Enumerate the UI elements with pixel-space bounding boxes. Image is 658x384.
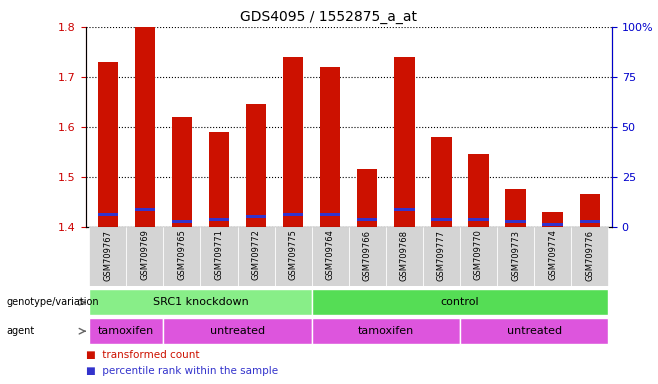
Text: GSM709770: GSM709770 xyxy=(474,230,483,280)
Text: untreated: untreated xyxy=(210,326,265,336)
Bar xyxy=(394,57,415,227)
Text: GSM709768: GSM709768 xyxy=(400,230,409,281)
Bar xyxy=(97,62,118,227)
Bar xyxy=(320,213,340,215)
Bar xyxy=(135,27,155,227)
Bar xyxy=(246,215,266,218)
FancyBboxPatch shape xyxy=(274,227,312,286)
Bar xyxy=(209,218,229,220)
Text: GDS4095 / 1552875_a_at: GDS4095 / 1552875_a_at xyxy=(241,10,417,23)
Text: ■  percentile rank within the sample: ■ percentile rank within the sample xyxy=(86,366,278,376)
Bar xyxy=(394,208,415,210)
Text: GSM709771: GSM709771 xyxy=(215,230,224,280)
Text: agent: agent xyxy=(7,326,35,336)
Text: GSM709766: GSM709766 xyxy=(363,230,372,281)
Bar xyxy=(505,189,526,227)
Bar xyxy=(135,208,155,210)
Text: control: control xyxy=(441,297,479,308)
Bar xyxy=(468,218,489,220)
Text: untreated: untreated xyxy=(507,326,562,336)
Text: ■  transformed count: ■ transformed count xyxy=(86,350,199,360)
Bar xyxy=(580,194,600,227)
Bar xyxy=(283,213,303,215)
FancyBboxPatch shape xyxy=(89,318,163,344)
Bar xyxy=(209,132,229,227)
Bar xyxy=(357,169,378,227)
Text: tamoxifen: tamoxifen xyxy=(358,326,414,336)
FancyBboxPatch shape xyxy=(163,227,201,286)
FancyBboxPatch shape xyxy=(163,318,312,344)
Bar xyxy=(431,137,451,227)
Bar xyxy=(357,218,378,220)
Text: GSM709773: GSM709773 xyxy=(511,230,520,281)
Text: GSM709767: GSM709767 xyxy=(103,230,113,281)
Bar xyxy=(580,220,600,223)
FancyBboxPatch shape xyxy=(571,227,608,286)
Text: GSM709772: GSM709772 xyxy=(251,230,261,280)
FancyBboxPatch shape xyxy=(386,227,423,286)
Bar xyxy=(172,220,192,223)
Bar xyxy=(246,104,266,227)
FancyBboxPatch shape xyxy=(312,318,460,344)
Text: tamoxifen: tamoxifen xyxy=(98,326,155,336)
Bar xyxy=(283,57,303,227)
Text: GSM709775: GSM709775 xyxy=(289,230,297,280)
Text: GSM709776: GSM709776 xyxy=(585,230,594,281)
Text: GSM709774: GSM709774 xyxy=(548,230,557,280)
FancyBboxPatch shape xyxy=(423,227,460,286)
Bar xyxy=(172,117,192,227)
Bar xyxy=(97,213,118,215)
FancyBboxPatch shape xyxy=(460,318,608,344)
FancyBboxPatch shape xyxy=(460,227,497,286)
Bar xyxy=(468,154,489,227)
FancyBboxPatch shape xyxy=(89,227,126,286)
Text: GSM709765: GSM709765 xyxy=(178,230,186,280)
Bar xyxy=(431,218,451,220)
Text: GSM709769: GSM709769 xyxy=(140,230,149,280)
FancyBboxPatch shape xyxy=(201,227,238,286)
FancyBboxPatch shape xyxy=(312,290,608,315)
FancyBboxPatch shape xyxy=(534,227,571,286)
Bar xyxy=(542,212,563,227)
Text: GSM709777: GSM709777 xyxy=(437,230,446,281)
FancyBboxPatch shape xyxy=(312,227,349,286)
FancyBboxPatch shape xyxy=(349,227,386,286)
FancyBboxPatch shape xyxy=(126,227,163,286)
Text: SRC1 knockdown: SRC1 knockdown xyxy=(153,297,248,308)
Text: genotype/variation: genotype/variation xyxy=(7,297,99,308)
FancyBboxPatch shape xyxy=(89,290,312,315)
FancyBboxPatch shape xyxy=(497,227,534,286)
Bar xyxy=(505,220,526,223)
Bar xyxy=(542,223,563,225)
Text: GSM709764: GSM709764 xyxy=(326,230,335,280)
Bar xyxy=(320,67,340,227)
FancyBboxPatch shape xyxy=(238,227,274,286)
